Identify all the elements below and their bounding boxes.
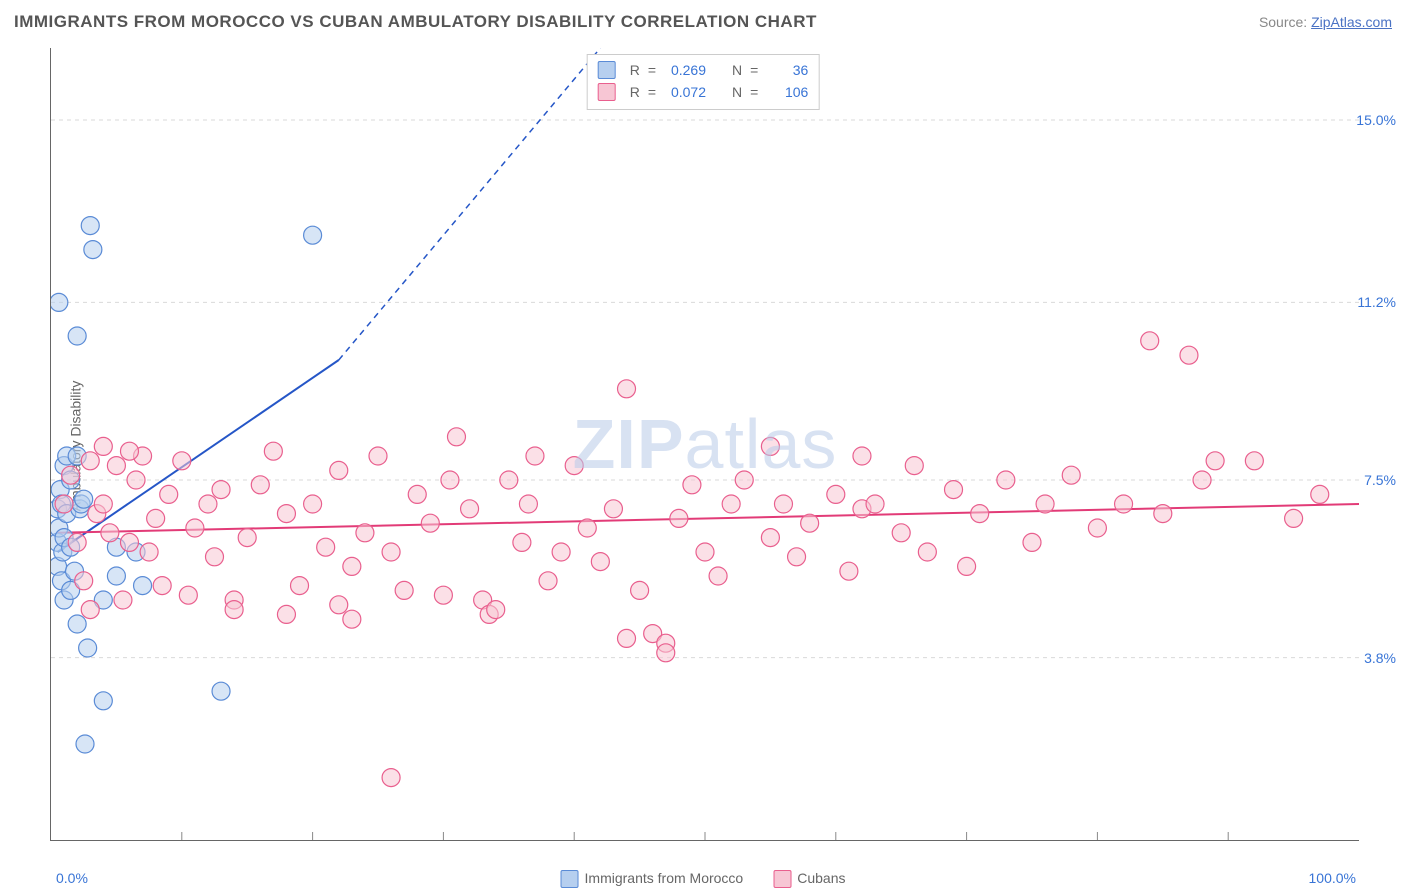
stats-row: R=0.269N=36 (598, 59, 809, 81)
legend-swatch (561, 870, 579, 888)
legend-item: Immigrants from Morocco (561, 870, 744, 888)
legend-swatch (598, 61, 616, 79)
y-tick-label: 11.2% (1357, 294, 1396, 310)
stats-box: R=0.269N=36R=0.072N=106 (587, 54, 820, 110)
x-min-label: 0.0% (56, 870, 88, 886)
legend-item: Cubans (773, 870, 845, 888)
source-text: Source: ZipAtlas.com (1259, 14, 1392, 30)
scatter-svg (51, 48, 1359, 840)
legend-label: Immigrants from Morocco (585, 870, 744, 886)
y-tick-label: 7.5% (1364, 472, 1396, 488)
y-tick-label: 3.8% (1364, 650, 1396, 666)
x-max-label: 100.0% (1309, 870, 1356, 886)
plot-area: ZIPatlas (50, 48, 1359, 841)
header-bar: IMMIGRANTS FROM MOROCCO VS CUBAN AMBULAT… (0, 0, 1406, 44)
y-tick-label: 15.0% (1356, 112, 1396, 128)
legend-swatch (773, 870, 791, 888)
stats-row: R=0.072N=106 (598, 81, 809, 103)
legend-label: Cubans (797, 870, 845, 886)
bottom-legend: Immigrants from Morocco Cubans (561, 870, 846, 888)
source-prefix: Source: (1259, 14, 1311, 30)
source-link[interactable]: ZipAtlas.com (1311, 14, 1392, 30)
legend-swatch (598, 83, 616, 101)
chart-title: IMMIGRANTS FROM MOROCCO VS CUBAN AMBULAT… (14, 12, 817, 32)
